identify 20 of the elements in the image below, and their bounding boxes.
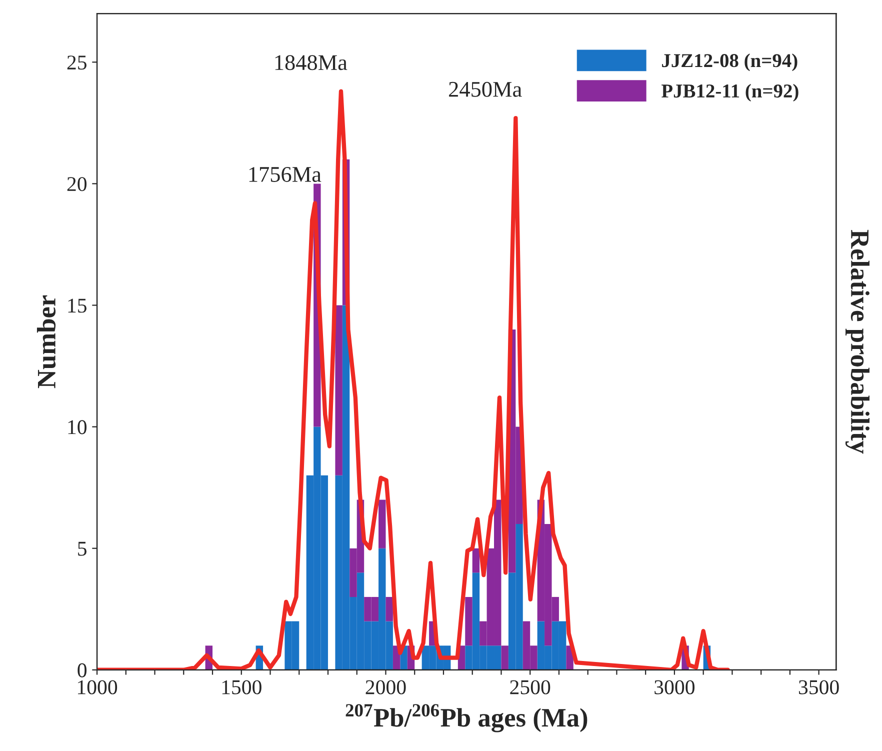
- legend-label: PJB12-11 (n=92): [662, 84, 798, 102]
- y-tick-label: 15: [68, 298, 86, 313]
- y-tick-label: 0: [78, 663, 87, 678]
- x-axis-title: $^{207}$Pb/$^{206}$Pb ages (Ma): [346, 704, 588, 732]
- legend-label: JJZ12-08 (n=94): [662, 54, 798, 72]
- annotation: 1756Ma: [249, 167, 322, 182]
- y2-axis-title: Relative probability: [845, 230, 870, 454]
- y-tick-label: 20: [67, 177, 87, 192]
- x-tick-label: 2500: [510, 680, 550, 694]
- y-axis-title: Number: [36, 295, 56, 388]
- x-tick-label: 1000: [78, 680, 118, 694]
- x-tick-label: 1500: [222, 680, 262, 694]
- x-tick-label: 2000: [366, 680, 406, 694]
- annotation: 1848Ma: [275, 55, 348, 70]
- x-tick-label: 3500: [798, 680, 839, 694]
- x-tick-label: 3000: [654, 680, 694, 694]
- y-tick-label: 10: [68, 420, 87, 434]
- y-tick-label: 25: [67, 56, 86, 70]
- y-tick-label: 5: [78, 542, 86, 556]
- annotation: 2450Ma: [449, 82, 522, 97]
